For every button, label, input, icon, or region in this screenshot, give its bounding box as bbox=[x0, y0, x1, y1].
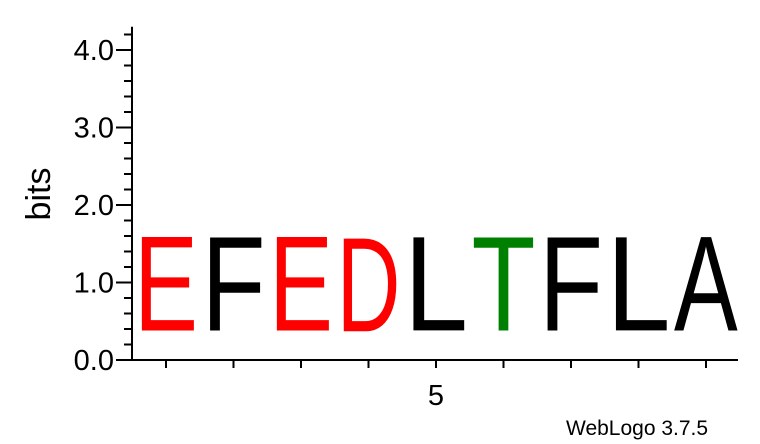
logo-letter-glyph: T bbox=[472, 209, 536, 360]
logo-letter-glyph: L bbox=[404, 208, 468, 360]
logo-letter-T-pos-6: T bbox=[472, 209, 536, 360]
x-tick-label: 5 bbox=[428, 380, 444, 412]
logo-letter-F-pos-2: F bbox=[202, 209, 266, 360]
logo-letter-A-pos-9: A bbox=[674, 208, 738, 359]
y-tick-label: 4.0 bbox=[74, 35, 114, 67]
weblogo-credit: WebLogo 3.7.5 bbox=[566, 417, 708, 440]
y-axis: 0.0 1.0 2.0 3.0 4.0 bbox=[74, 26, 133, 377]
logo-letter-E-pos-1: E bbox=[134, 208, 198, 359]
logo-letter-glyph: L bbox=[607, 208, 671, 360]
y-axis-label: bits bbox=[20, 168, 58, 221]
logo-letter-E-pos-3: E bbox=[269, 208, 333, 359]
logo-letter-glyph: A bbox=[674, 208, 738, 359]
y-tick-label: 2.0 bbox=[74, 190, 114, 222]
logo-letter-glyph: D bbox=[337, 211, 401, 361]
logo-letter-L-pos-8: L bbox=[607, 208, 671, 360]
logo-letter-glyph: F bbox=[202, 209, 266, 360]
y-tick-label: 1.0 bbox=[74, 268, 114, 300]
logo-letter-D-pos-4: D bbox=[337, 211, 401, 361]
y-tick-label: 3.0 bbox=[74, 113, 114, 145]
y-tick-label: 0.0 bbox=[74, 345, 114, 377]
logo-letter-F-pos-7: F bbox=[539, 209, 603, 360]
logo-letter-L-pos-5: L bbox=[404, 208, 468, 360]
logo-letter-glyph: F bbox=[539, 209, 603, 360]
logo-letter-glyph: E bbox=[134, 208, 198, 359]
x-axis: 5 bbox=[132, 359, 738, 412]
logo-letter-glyph: E bbox=[269, 208, 333, 359]
